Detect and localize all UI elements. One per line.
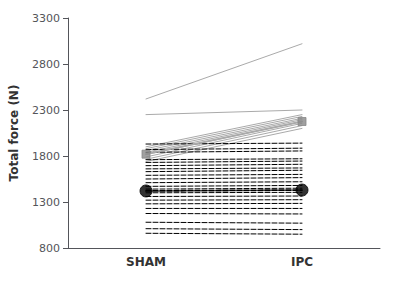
svg-text:SHAM: SHAM [126,255,166,269]
svg-text:IPC: IPC [291,255,313,269]
svg-text:1300: 1300 [32,196,60,209]
svg-text:3300: 3300 [32,12,60,25]
svg-text:2800: 2800 [32,58,60,71]
svg-text:800: 800 [39,242,60,255]
svg-text:1800: 1800 [32,150,60,163]
svg-text:Total force (N): Total force (N) [7,85,21,182]
svg-text:2300: 2300 [32,104,60,117]
